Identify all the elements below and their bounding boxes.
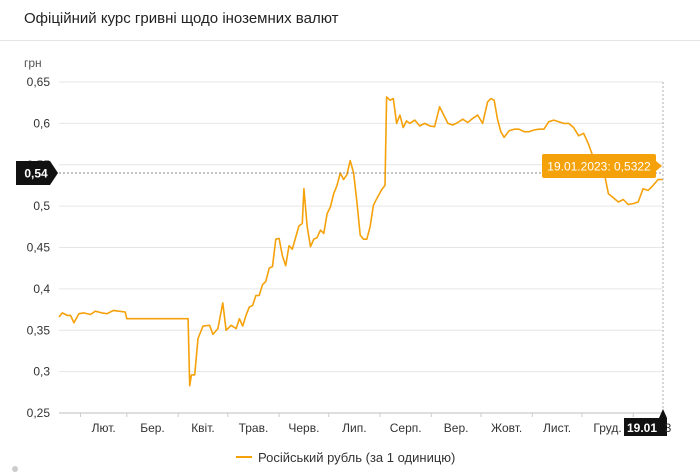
x-tick-label: Груд.	[593, 421, 621, 435]
crosshair-x-badge	[624, 409, 667, 436]
legend-label: Російський рубль (за 1 одиницю)	[258, 449, 456, 465]
x-tick-label-partial: 3	[665, 421, 672, 435]
page-title: Офіційний курс гривні щодо іноземних вал…	[24, 10, 339, 27]
x-tick-label: Квіт.	[191, 421, 215, 435]
y-tick-label: 0,45	[27, 241, 51, 255]
y-tick-label: 0,65	[27, 75, 51, 89]
page-indicator-dot	[12, 466, 18, 472]
x-tick-label: Жовт.	[491, 421, 522, 435]
y-tick-label: 0,35	[27, 323, 51, 337]
x-tick-label: Лип.	[342, 421, 366, 435]
crosshair-overlay: 0,54 19.01 3 19.01.2023: 0,5322	[16, 82, 672, 436]
y-tick-label: 0,25	[27, 406, 51, 420]
tooltip-text: 19.01.2023: 0,5322	[547, 160, 651, 174]
chart-grid	[59, 81, 663, 417]
x-axis-labels: Лют. Бер. Квіт. Трав. Черв. Лип. Серп. Вер. Жовт…	[92, 421, 622, 435]
tooltip-arrow	[656, 161, 662, 172]
crosshair-y-value: 0,54	[24, 167, 48, 181]
y-tick-label: 0,3	[33, 365, 50, 379]
series-layer	[58, 96, 664, 387]
chart-header: Офіційний курс гривні щодо іноземних вал…	[0, 0, 700, 41]
tooltip-box	[542, 154, 656, 179]
x-tick-label: Серп.	[390, 421, 422, 435]
chart-legend[interactable]: Російський рубль (за 1 одиницю)	[236, 448, 455, 466]
crosshair-x-value: 19.01	[627, 421, 657, 435]
series-line-rub	[58, 96, 664, 387]
x-tick-label: Лют.	[92, 421, 116, 435]
y-tick-label: 0,5	[33, 199, 50, 213]
y-axis-labels: 0,650,60,550,50,450,40,350,30,25	[27, 75, 51, 420]
y-tick-label: 0,6	[33, 116, 50, 130]
x-tick-label: Вер.	[444, 421, 469, 435]
line-chart: 0,650,60,550,50,450,40,350,30,25 Лют.Бер…	[16, 56, 672, 436]
x-tick-label: Черв.	[288, 421, 319, 435]
legend-line-icon	[236, 456, 252, 458]
crosshair-y-badge	[16, 161, 58, 186]
x-tick-label: Бер.	[140, 421, 165, 435]
x-tick-label: Трав.	[239, 421, 269, 435]
y-tick-label: 0,4	[33, 282, 50, 296]
x-tick-label: Лист.	[543, 421, 571, 435]
y-axis-title: грн	[24, 56, 42, 70]
